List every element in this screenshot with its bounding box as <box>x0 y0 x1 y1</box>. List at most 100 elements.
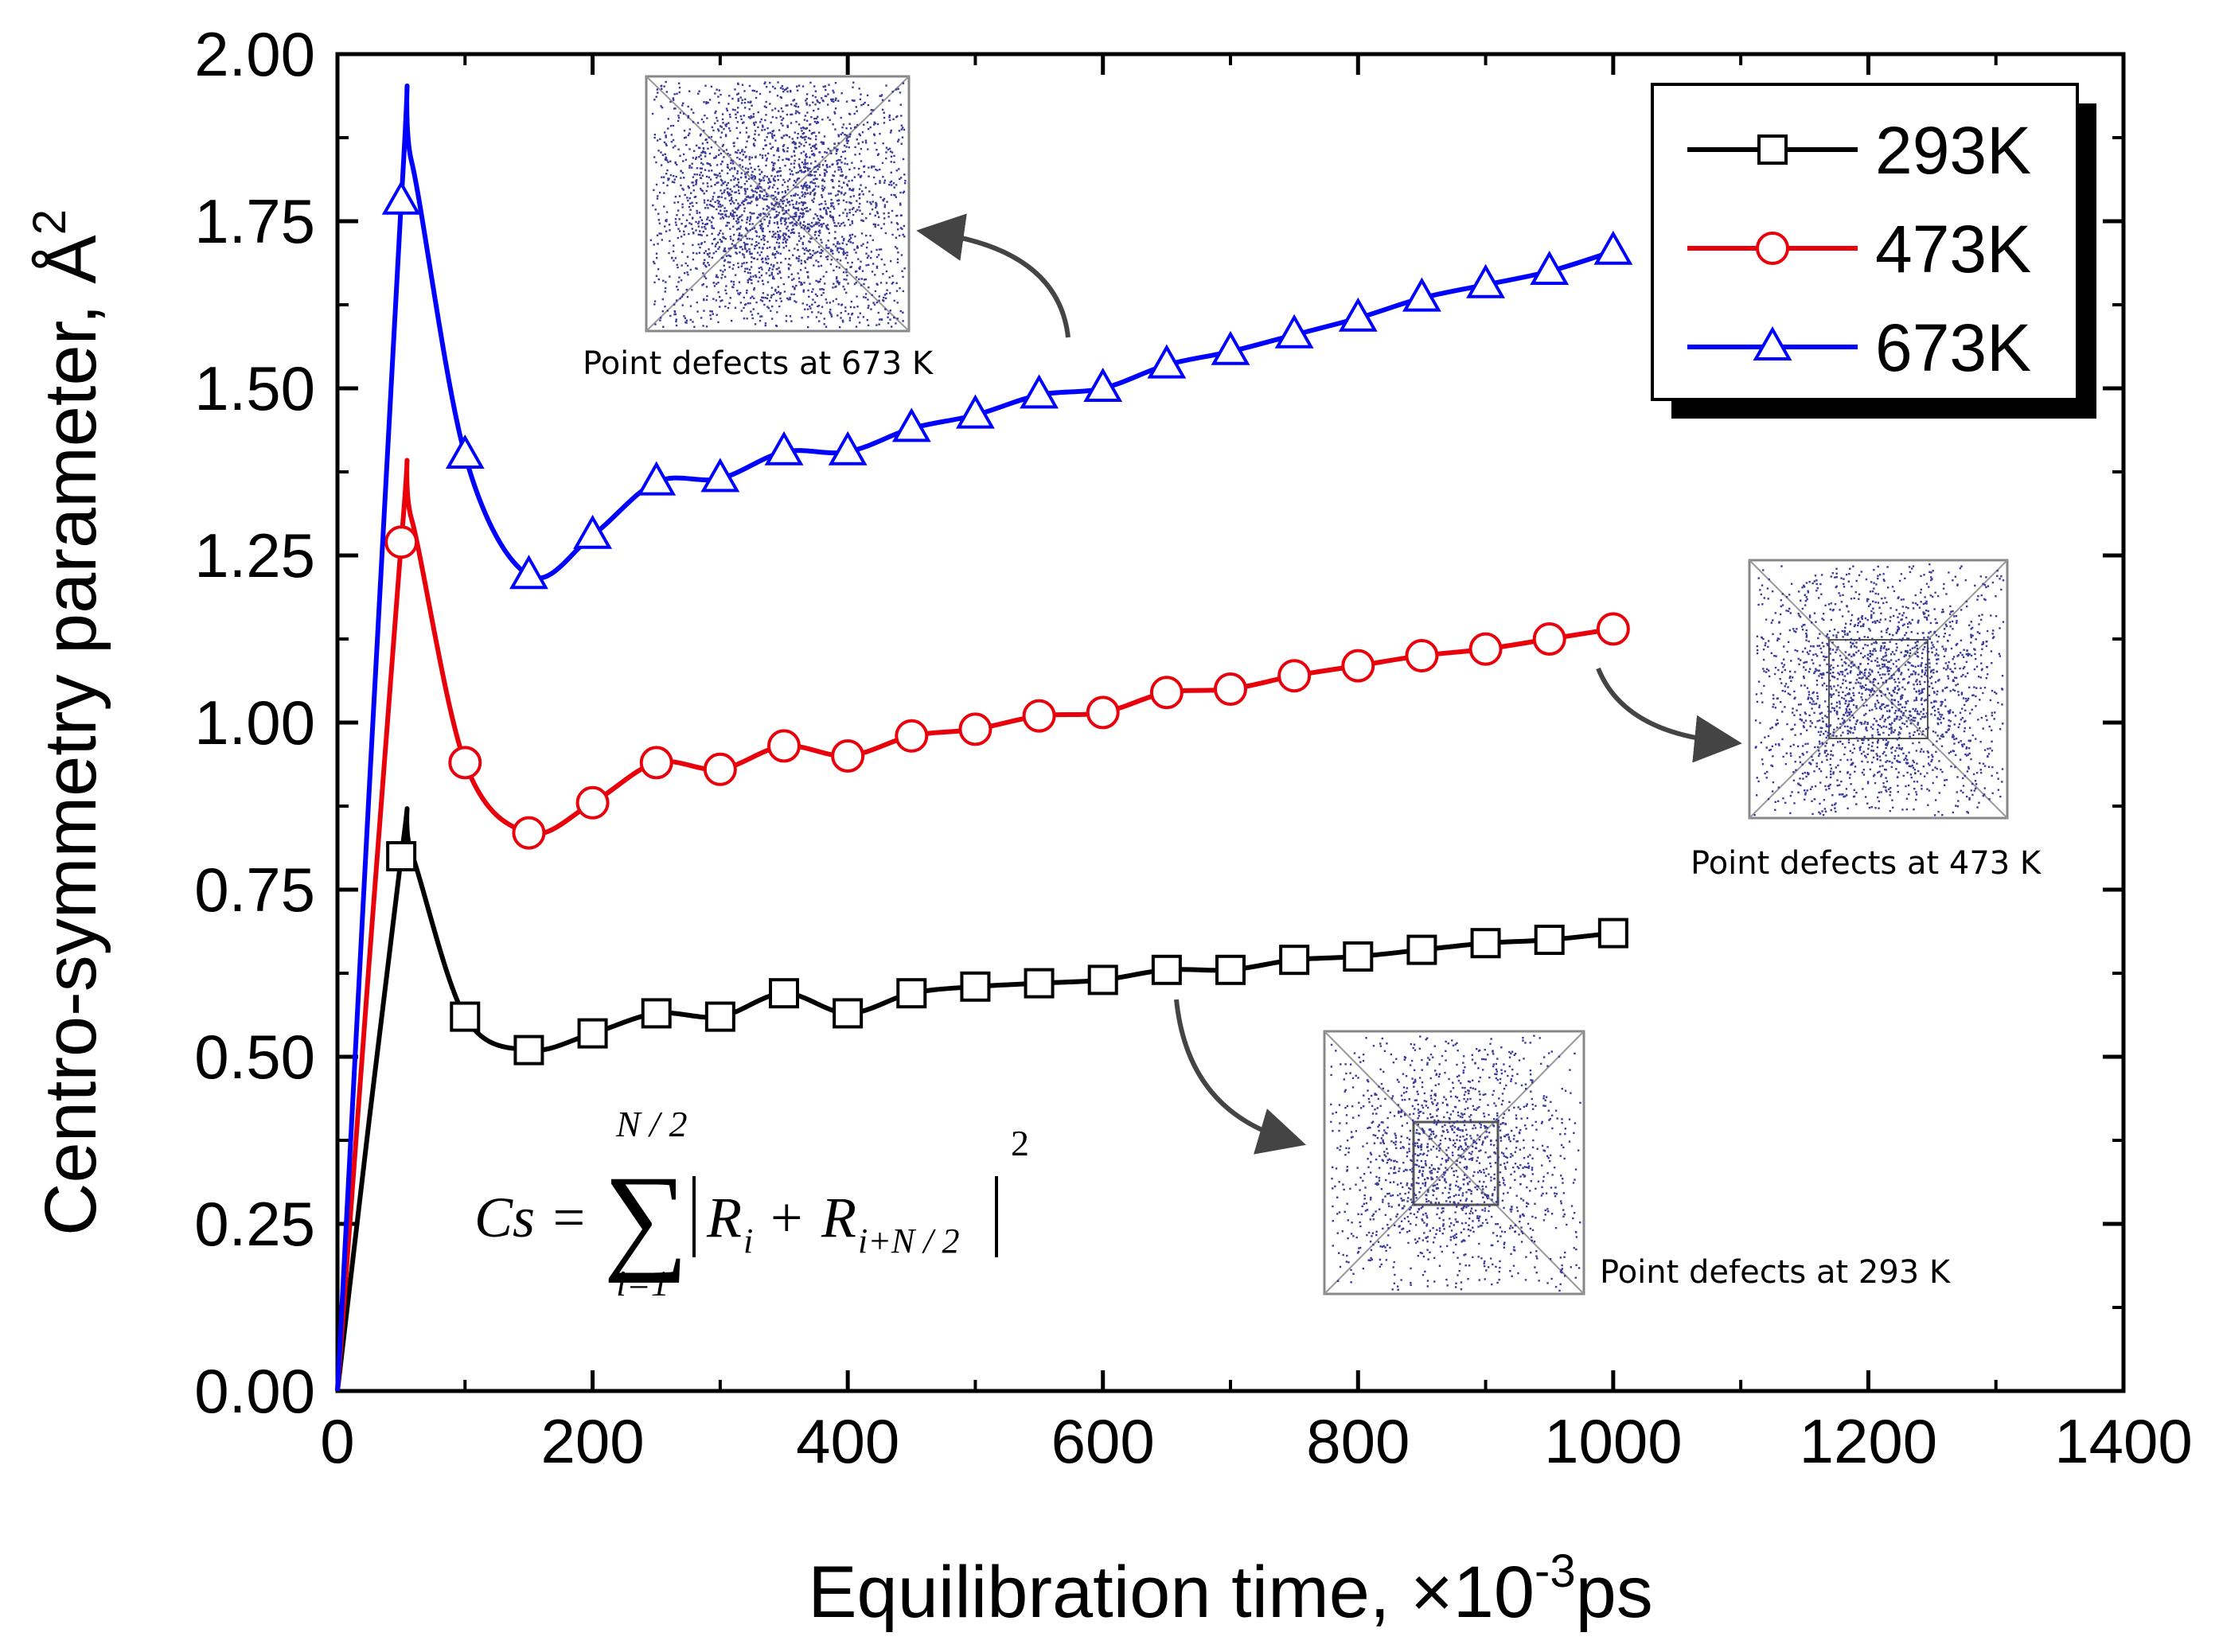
defect-dot <box>1393 1282 1396 1284</box>
defect-dot <box>727 163 729 166</box>
defect-dot <box>1789 794 1792 797</box>
defect-dot <box>1886 670 1889 672</box>
defect-dot <box>1961 716 1964 719</box>
defect-dot <box>801 317 803 319</box>
defect-dot <box>1942 648 1945 650</box>
defect-dot <box>1897 731 1901 734</box>
defect-dot <box>1959 652 1962 654</box>
defect-dot <box>775 198 778 201</box>
defect-dot <box>1896 692 1898 695</box>
defect-dot <box>1940 734 1942 738</box>
defect-dot <box>870 112 872 115</box>
defect-dot <box>832 180 834 183</box>
defect-dot <box>801 171 803 173</box>
defect-dot <box>751 116 753 119</box>
defect-dot <box>1979 654 1983 657</box>
defect-dot <box>860 219 863 221</box>
defect-dot <box>794 181 797 184</box>
defect-dot <box>763 189 766 191</box>
defect-dot <box>856 138 858 141</box>
defect-dot <box>811 290 813 293</box>
defect-dot <box>750 100 752 103</box>
defect-dot <box>1900 727 1902 731</box>
defect-dot <box>842 239 845 242</box>
defect-dot <box>1952 628 1954 630</box>
defect-dot <box>811 254 814 256</box>
defect-dot <box>751 104 753 107</box>
defect-dot <box>1821 684 1824 687</box>
defect-dot <box>821 250 824 252</box>
defect-dot <box>800 152 802 154</box>
defect-dot <box>1770 652 1773 655</box>
defect-dot <box>859 193 861 196</box>
defect-dot <box>1955 805 1957 807</box>
defect-dot <box>825 244 828 247</box>
defect-dot <box>798 235 801 237</box>
defect-dot <box>747 101 750 103</box>
defect-dot <box>754 130 757 132</box>
defect-dot <box>716 164 719 166</box>
defect-dot <box>653 262 656 265</box>
defect-dot <box>1917 621 1920 623</box>
defect-dot <box>759 315 762 318</box>
defect-dot <box>656 139 659 142</box>
defect-dot <box>747 196 750 198</box>
defect-dot <box>1882 781 1885 785</box>
defect-dot <box>1953 742 1956 745</box>
defect-dot <box>1784 801 1787 805</box>
defect-dot <box>1941 689 1944 692</box>
defect-dot <box>1470 1207 1473 1210</box>
defect-dot <box>1926 788 1928 790</box>
defect-dot <box>750 115 752 118</box>
defect-dot <box>1884 693 1887 695</box>
defect-dot <box>1803 726 1805 729</box>
defect-dot <box>1839 770 1842 773</box>
defect-dot <box>720 163 723 166</box>
defect-dot <box>853 282 856 286</box>
defect-dot <box>726 172 729 175</box>
defect-dot <box>1814 670 1816 673</box>
defect-dot <box>670 141 673 143</box>
defect-dot <box>1780 565 1783 567</box>
defect-dot <box>1799 777 1801 780</box>
defect-dot <box>762 208 765 210</box>
defect-dot <box>753 288 755 291</box>
defect-dot <box>1894 750 1897 752</box>
defect-dot <box>1381 1245 1384 1248</box>
defect-dot <box>687 115 690 118</box>
defect-dot <box>877 224 879 226</box>
defect-dot <box>759 227 762 230</box>
defect-dot <box>1991 729 1993 731</box>
defect-dot <box>723 250 725 252</box>
defect-dot <box>747 135 751 138</box>
defect-dot <box>770 174 773 177</box>
defect-dot <box>743 207 746 209</box>
defect-dot <box>1948 711 1951 714</box>
defect-dot <box>754 177 756 180</box>
defect-dot <box>755 231 758 233</box>
defect-dot <box>760 179 762 181</box>
defect-dot <box>1842 731 1844 734</box>
defect-dot <box>766 247 769 250</box>
defect-dot <box>782 212 785 216</box>
defect-dot <box>1892 634 1894 637</box>
defect-dot <box>1888 723 1891 726</box>
defect-dot <box>853 176 856 178</box>
defect-dot <box>856 246 859 249</box>
defect-dot <box>818 224 821 227</box>
defect-dot <box>658 232 661 235</box>
defect-dot <box>874 142 876 145</box>
defect-dot <box>902 311 904 314</box>
defect-dot <box>855 325 858 328</box>
defect-dot <box>873 134 876 137</box>
defect-dot <box>791 199 794 202</box>
defect-dot <box>902 275 904 279</box>
defect-dot <box>710 221 713 224</box>
defect-dot <box>1848 681 1851 684</box>
defect-dot <box>1367 1089 1369 1092</box>
defect-dot <box>730 238 732 240</box>
defect-dot <box>794 154 796 157</box>
defect-dot <box>1908 793 1910 796</box>
defect-dot <box>872 239 874 242</box>
defect-dot <box>805 303 809 306</box>
